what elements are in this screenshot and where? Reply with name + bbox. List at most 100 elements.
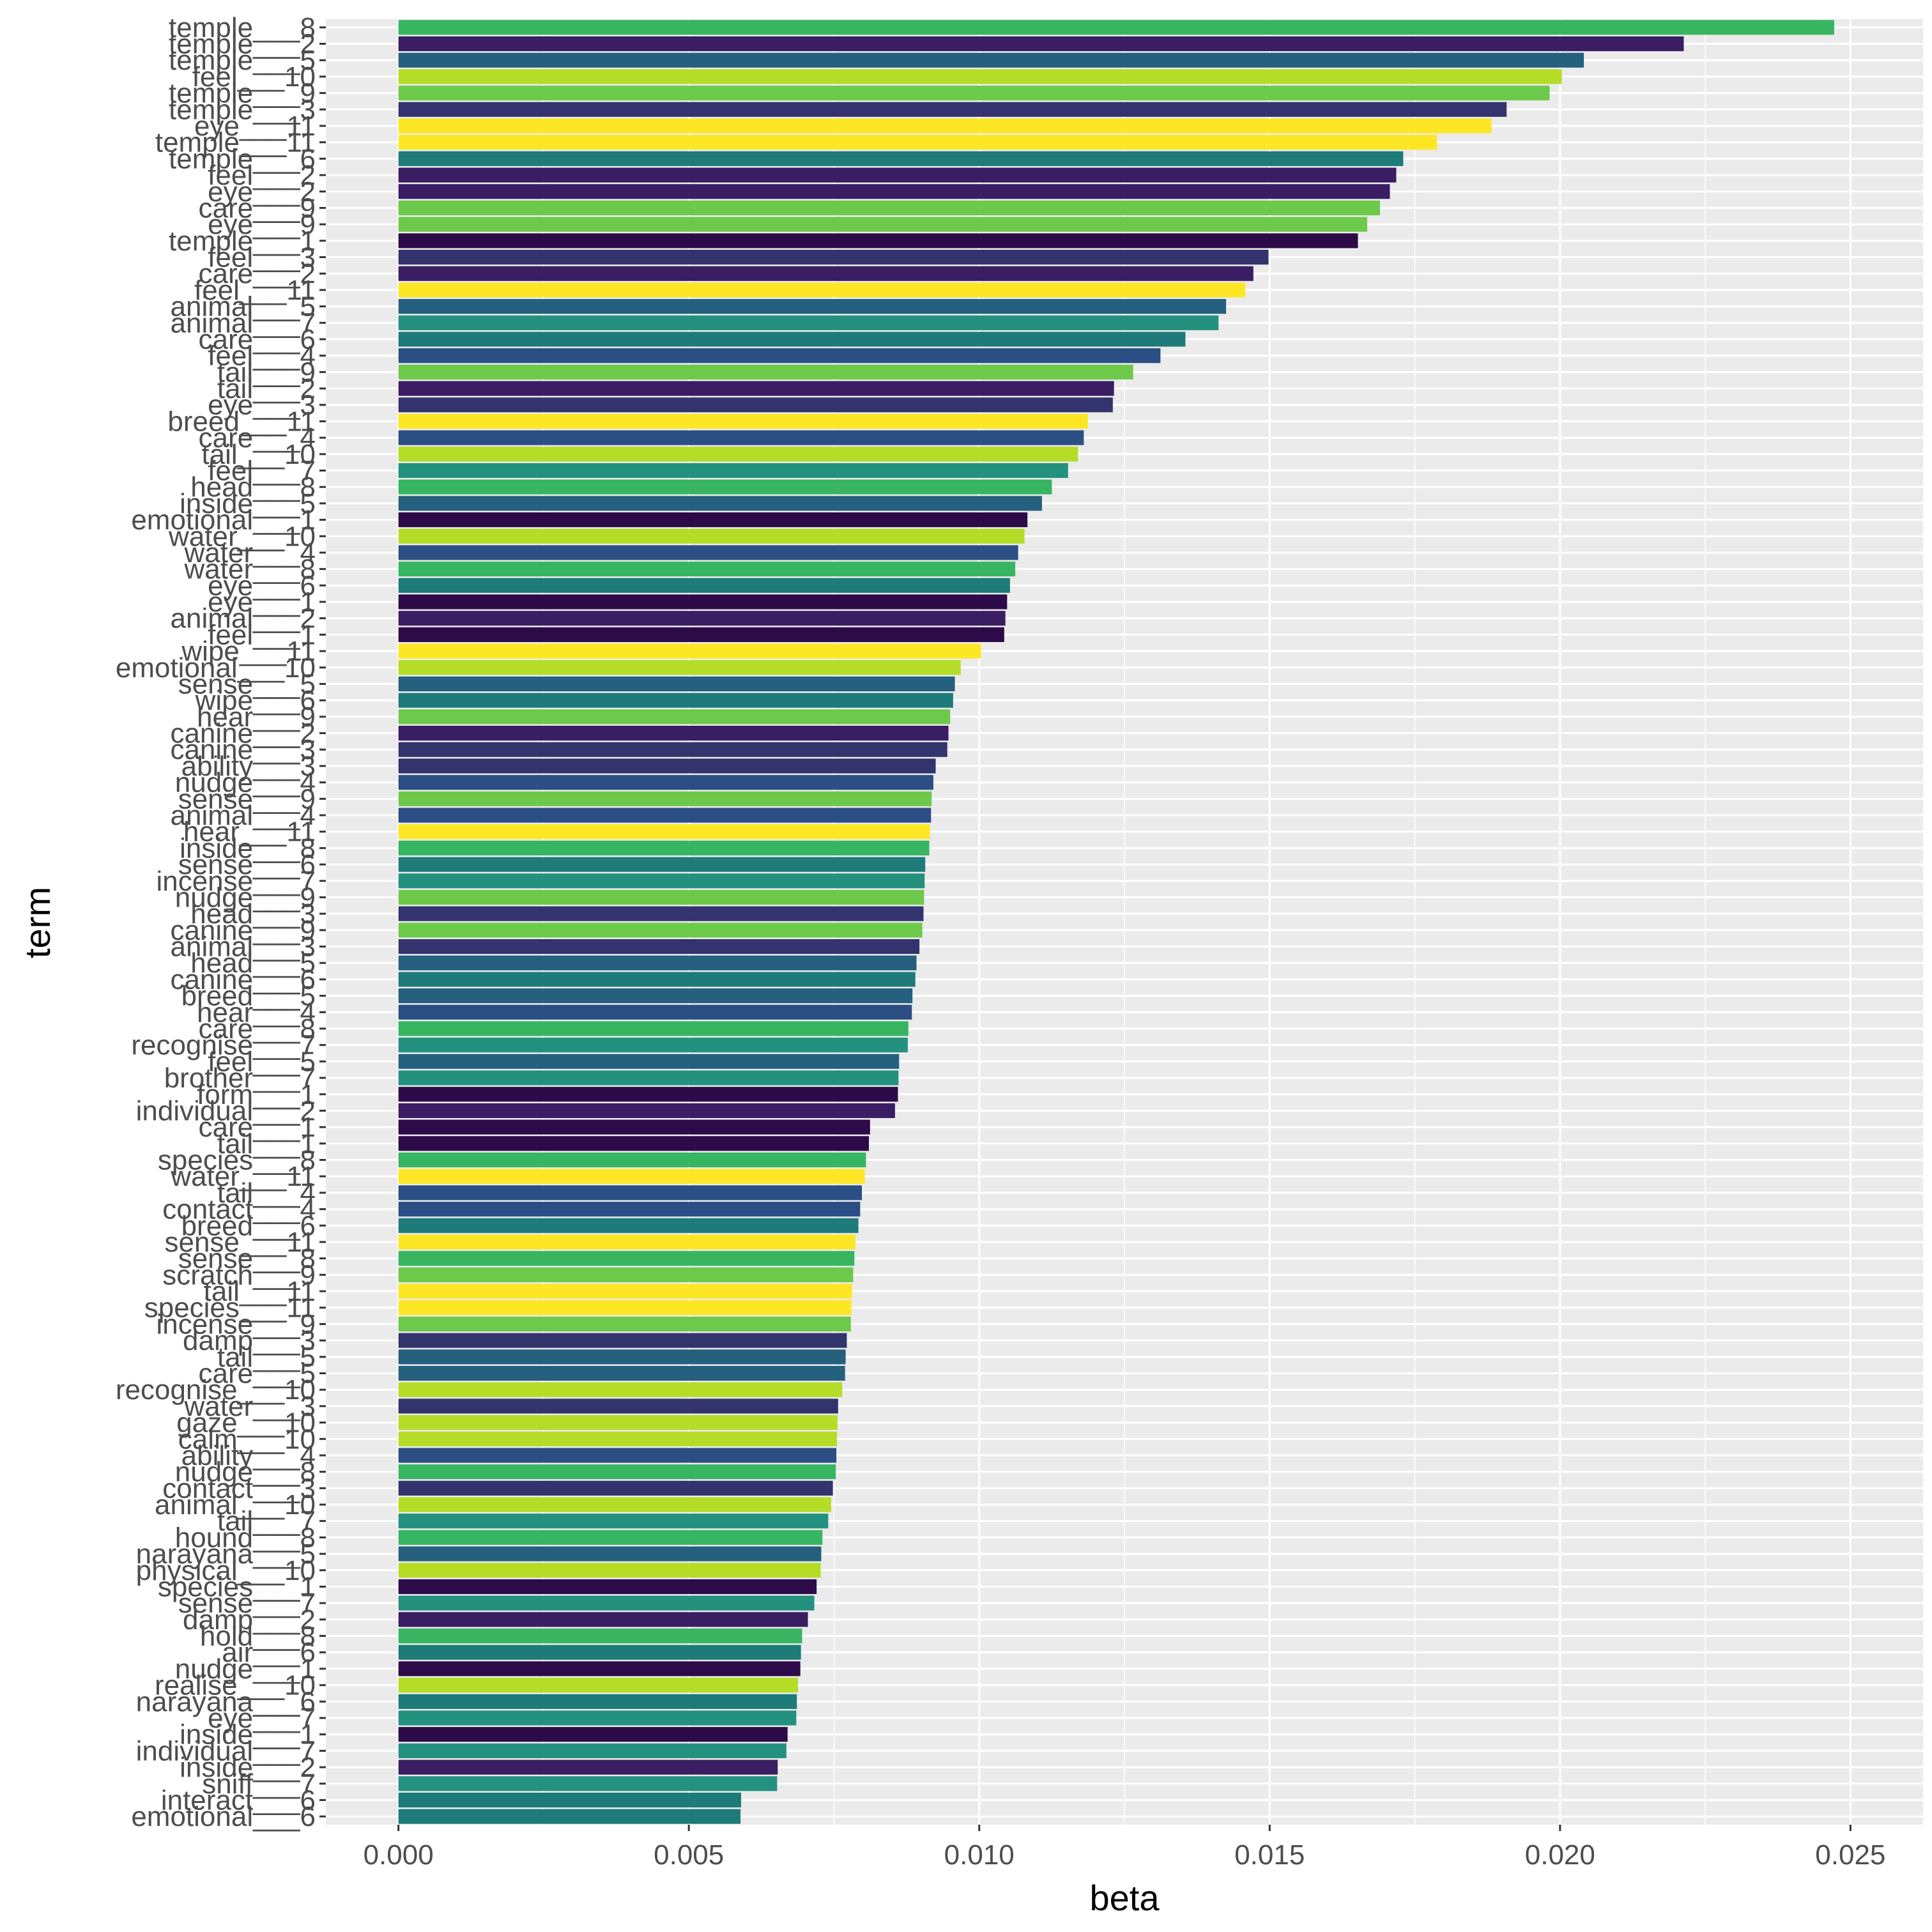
y-tick-label: animal___3	[171, 931, 316, 963]
bar	[398, 118, 1492, 134]
y-tick-label: hear___11	[183, 816, 316, 848]
bar	[398, 1185, 862, 1200]
y-tick-label: canine___6	[170, 964, 316, 995]
y-tick-label: nudge___8	[175, 1457, 316, 1488]
bar	[398, 20, 1834, 35]
y-tick-label: sniff___7	[202, 1768, 316, 1800]
y-tick-label: eye___1	[208, 586, 316, 618]
bar	[398, 52, 1584, 68]
bar	[398, 151, 1404, 166]
y-tick-label: temple___5	[169, 45, 316, 76]
bar	[398, 348, 1161, 364]
y-tick-label: head___5	[190, 947, 316, 979]
y-tick-label: eye___11	[194, 111, 316, 142]
bar	[398, 332, 1186, 347]
y-tick-label: sense___7	[178, 1588, 316, 1619]
bar	[398, 939, 920, 954]
y-tick-label: temple___8	[169, 12, 316, 43]
y-tick-label: ability___4	[181, 1440, 316, 1471]
y-tick-label: inside___8	[180, 832, 316, 864]
bar	[398, 1546, 822, 1561]
y-tick-label: feel___10	[192, 61, 316, 93]
bar	[398, 1365, 845, 1381]
y-tick-label: physical___10	[136, 1555, 316, 1586]
y-tick-label: narayana___6	[136, 1686, 316, 1717]
bar	[398, 315, 1219, 330]
bar	[398, 102, 1507, 117]
bar	[398, 1612, 808, 1627]
bar	[398, 184, 1390, 199]
bar	[398, 36, 1684, 52]
bar	[398, 742, 947, 757]
bar	[398, 86, 1550, 101]
y-tick-label: animal___10	[155, 1489, 316, 1521]
bar	[398, 1563, 821, 1578]
bar	[398, 217, 1367, 232]
y-tick-label: emotional___1	[131, 505, 316, 536]
bar	[398, 972, 916, 987]
y-tick-label: animal___7	[171, 307, 316, 339]
y-tick-label: temple___3	[169, 94, 316, 125]
y-tick-label: feel___11	[194, 275, 316, 306]
bar	[398, 1464, 836, 1480]
y-tick-label: species___8	[158, 1145, 316, 1176]
y-tick-label: temple___2	[169, 29, 316, 60]
bar	[398, 1514, 829, 1529]
y-tick-label: scratch___9	[162, 1259, 316, 1291]
bar	[398, 709, 951, 724]
y-tick-label: water___11	[170, 1161, 316, 1192]
y-tick-label: tail___7	[217, 1506, 316, 1537]
bar	[398, 397, 1113, 413]
bar	[398, 512, 1028, 528]
bar	[398, 1103, 895, 1119]
x-tick-label: 0.010	[944, 1839, 1015, 1871]
y-tick-label: sense___11	[165, 1227, 316, 1258]
y-tick-label: species___1	[158, 1571, 316, 1602]
y-tick-label: eye___6	[208, 570, 316, 601]
bar	[398, 562, 1016, 577]
bar	[398, 233, 1358, 249]
bar	[398, 69, 1562, 84]
y-tick-label: canine___2	[170, 718, 316, 749]
bar	[398, 955, 917, 970]
y-tick-label: hear___4	[197, 997, 316, 1028]
bar	[398, 923, 923, 938]
y-tick-label: temple___9	[169, 78, 316, 109]
bar	[398, 758, 936, 774]
y-tick-label: individual___7	[136, 1735, 316, 1767]
bar	[398, 627, 1004, 642]
bar	[398, 693, 953, 708]
bar	[398, 873, 925, 889]
y-tick-label: hound___8	[175, 1522, 316, 1553]
y-tick-label: interact___6	[161, 1784, 316, 1816]
y-tick-label: water___10	[168, 521, 316, 552]
y-tick-label: tail___9	[217, 356, 316, 388]
bar	[398, 1004, 912, 1020]
y-tick-label: sense___8	[178, 1243, 316, 1275]
bar	[398, 1234, 856, 1250]
y-tick-label: contact___3	[162, 1473, 316, 1504]
bar	[398, 1169, 865, 1184]
bar	[398, 1119, 870, 1135]
y-tick-label: inside___1	[180, 1719, 316, 1751]
bar	[398, 200, 1380, 216]
bar	[398, 1431, 837, 1446]
bar	[398, 1070, 899, 1085]
y-tick-label: nudge___1	[175, 1653, 316, 1685]
y-tick-label: eye___7	[208, 1703, 316, 1734]
y-tick-label: temple___6	[169, 143, 316, 174]
bar	[398, 299, 1227, 314]
bar	[398, 1136, 869, 1151]
bar	[398, 479, 1052, 494]
bar	[398, 528, 1025, 544]
y-tick-label: animal___2	[171, 603, 316, 634]
bar	[398, 1300, 852, 1315]
y-tick-label: gaze___10	[176, 1407, 316, 1439]
bar	[398, 725, 949, 741]
bar	[398, 1054, 900, 1069]
y-tick-label: species___11	[144, 1292, 316, 1324]
bar	[398, 1776, 778, 1791]
y-tick-label: care___8	[199, 1013, 316, 1045]
bar	[398, 413, 1088, 429]
bar	[398, 545, 1018, 560]
